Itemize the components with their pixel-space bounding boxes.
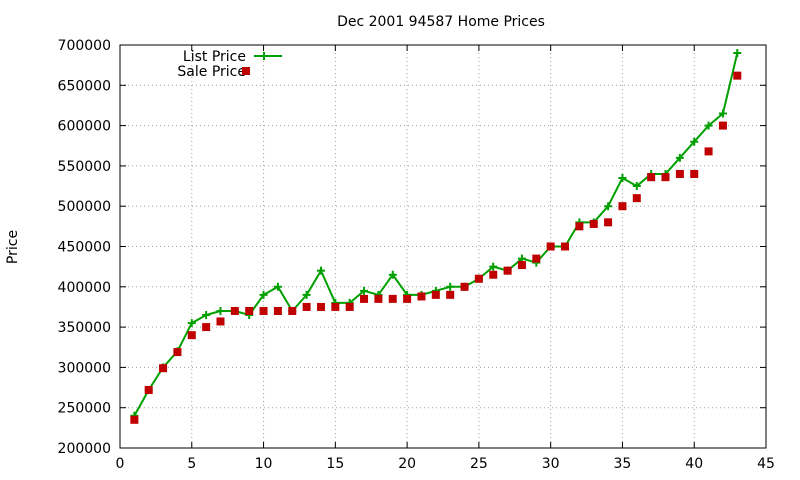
y-tick-label: 550000 [58, 159, 111, 175]
y-tick-label: 400000 [58, 280, 111, 296]
legend: List Price Sale Price [177, 49, 282, 80]
y-tick-label: 200000 [58, 441, 111, 457]
point-sale-price [675, 169, 684, 178]
point-list-price [273, 282, 282, 291]
y-tick-label: 600000 [58, 119, 111, 135]
point-sale-price [532, 254, 541, 263]
x-tick-label: 20 [398, 456, 416, 472]
x-tick-label: 40 [685, 456, 703, 472]
x-tick-label: 15 [326, 456, 344, 472]
point-list-price [446, 282, 455, 291]
point-sale-price [489, 270, 498, 279]
point-sale-price [618, 202, 627, 211]
point-sale-price [360, 294, 369, 303]
point-sale-price [561, 242, 570, 251]
plot-frame [119, 44, 767, 449]
point-sale-price [388, 294, 397, 303]
y-tick-label: 350000 [58, 320, 111, 336]
point-list-price [718, 109, 727, 118]
y-tick-label: 700000 [58, 38, 111, 54]
x-tick-label: 45 [757, 456, 775, 472]
point-sale-price [575, 222, 584, 231]
y-axis-label: Price [5, 230, 21, 264]
chart-title: Dec 2001 94587 Home Prices [337, 14, 545, 30]
y-tick-label: 500000 [58, 199, 111, 215]
point-list-price [360, 286, 369, 295]
point-list-price [259, 290, 268, 299]
y-tick-label: 450000 [58, 240, 111, 256]
x-tick-label: 30 [542, 456, 560, 472]
point-sale-price [690, 169, 699, 178]
point-list-price [604, 202, 613, 211]
point-list-price [733, 49, 742, 58]
point-list-price [187, 319, 196, 328]
point-sale-price [589, 219, 598, 228]
point-sale-price [288, 306, 297, 315]
point-sale-price [661, 173, 670, 182]
point-sale-price [733, 71, 742, 80]
x-tick-label: 0 [116, 456, 125, 472]
legend-marker-sale-price [242, 67, 250, 75]
point-sale-price [460, 282, 469, 291]
point-sale-price [431, 290, 440, 299]
point-list-price [388, 270, 397, 279]
y-tick-label: 300000 [58, 360, 111, 376]
point-sale-price [417, 292, 426, 301]
point-sale-price [187, 331, 196, 340]
point-list-price [704, 121, 713, 130]
point-sale-price [331, 302, 340, 311]
point-sale-price [202, 323, 211, 332]
point-list-price [618, 173, 627, 182]
point-sale-price [474, 274, 483, 283]
point-sale-price [302, 302, 311, 311]
point-list-price [632, 182, 641, 191]
legend-marker-list-price [260, 52, 268, 60]
point-sale-price [604, 218, 613, 227]
point-list-price [302, 290, 311, 299]
point-list-price [202, 311, 211, 320]
y-tick-label: 650000 [58, 78, 111, 94]
axes: 0 5 10 15 20 25 30 35 40 45 200000 250000 300000 3500… [58, 38, 775, 472]
legend-label-list-price: List Price [183, 49, 246, 65]
point-sale-price [704, 147, 713, 156]
point-sale-price [173, 348, 182, 357]
plot-area [130, 49, 742, 424]
point-sale-price [546, 242, 555, 251]
x-tick-label: 35 [614, 456, 632, 472]
point-sale-price [159, 364, 168, 373]
point-sale-price [216, 317, 225, 326]
point-sale-price [273, 306, 282, 315]
x-tick-label: 10 [255, 456, 273, 472]
point-sale-price [316, 302, 325, 311]
point-list-price [690, 137, 699, 146]
x-tick-label: 5 [187, 456, 196, 472]
series-line-list-price [133, 52, 739, 417]
y-tick-label: 250000 [58, 401, 111, 417]
point-list-price [675, 153, 684, 162]
point-sale-price [647, 173, 656, 182]
grid [120, 45, 766, 448]
x-tick-label: 25 [470, 456, 488, 472]
point-sale-price [446, 290, 455, 299]
point-sale-price [718, 121, 727, 130]
legend-label-sale-price: Sale Price [177, 64, 246, 80]
point-sale-price [130, 415, 139, 424]
point-sale-price [259, 306, 268, 315]
point-list-price [216, 306, 225, 315]
point-sale-price [245, 306, 254, 315]
point-list-price [489, 262, 498, 271]
point-sale-price [230, 306, 239, 315]
point-sale-price [144, 385, 153, 394]
point-sale-price [374, 294, 383, 303]
point-sale-price [403, 294, 412, 303]
point-list-price [316, 266, 325, 275]
point-sale-price [345, 302, 354, 311]
point-sale-price [503, 266, 512, 275]
point-sale-price [517, 261, 526, 270]
point-sale-price [632, 194, 641, 203]
